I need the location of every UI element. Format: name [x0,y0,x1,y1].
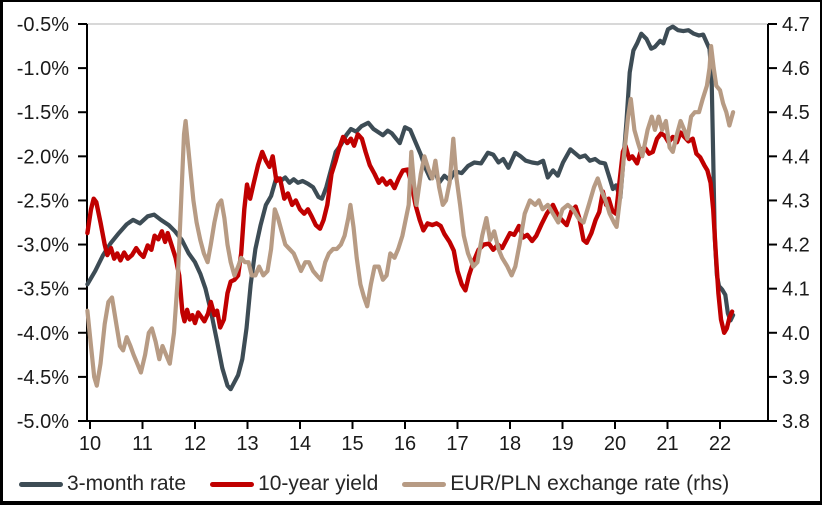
left-y-axis-tick-label: -5.0% [17,411,69,433]
x-axis-tick-label: 18 [499,433,521,455]
left-y-axis-tick-label: -2.5% [17,190,69,212]
legend-item-10-year-yield: 10-year yield [210,472,378,496]
right-y-axis-tick-label: 4.1 [782,279,810,301]
right-y-axis-tick-label: 4.3 [782,190,810,212]
left-y-axis-tick-label: -1.5% [17,102,69,124]
x-axis-tick-label: 17 [446,433,468,455]
right-y-axis-tick-label: 4.5 [782,102,810,124]
chart-legend: 3-month rate 10-year yield EUR/PLN excha… [19,472,729,496]
series-line-3-month-rate [85,24,736,392]
right-y-axis-tick-label: 4.4 [782,146,810,168]
legend-label-10-year-yield: 10-year yield [258,472,379,495]
right-y-axis-tick-label: 4.6 [782,58,810,80]
legend-label-3-month-rate: 3-month rate [67,472,187,495]
x-axis-tick-label: 21 [656,433,678,455]
left-y-axis-tick-label: -3.0% [17,235,69,257]
x-axis-tick-label: 20 [604,433,626,455]
left-y-axis-tick-label: -4.0% [17,323,69,345]
x-axis-tick-label: 14 [289,433,311,455]
x-axis-tick-label: 16 [394,433,416,455]
right-y-axis-tick-label: 4.2 [782,235,810,257]
x-axis-tick-label: 19 [551,433,573,455]
legend-label-eurpln: EUR/PLN exchange rate (rhs) [450,472,730,495]
left-y-axis-tick-label: -4.5% [17,367,69,389]
legend-item-eurpln: EUR/PLN exchange rate (rhs) [402,472,729,496]
x-axis-tick-label: 22 [709,433,731,455]
left-y-axis-tick-label: -3.5% [17,279,69,301]
legend-item-3-month-rate: 3-month rate [19,472,186,496]
legend-swatch-3-month-rate-icon [19,481,63,487]
right-y-axis-tick-label: 3.9 [782,367,810,389]
right-y-axis-tick-label: 4.7 [782,14,810,36]
right-y-axis-tick-label: 3.8 [782,411,810,433]
legend-swatch-eurpln-icon [402,481,447,487]
series-line-10-year-yield [85,130,735,335]
x-axis-tick-label: 15 [341,433,363,455]
left-y-axis-tick-label: -2.0% [17,146,69,168]
left-y-axis-tick-label: -1.0% [17,58,69,80]
x-axis-tick-label: 12 [184,433,206,455]
series-line-eur-pln-exchange-rate-rhs [85,43,736,388]
left-y-axis-tick-label: -0.5% [17,14,69,36]
x-axis-tick-label: 10 [79,433,101,455]
x-axis-tick-label: 11 [132,433,153,455]
right-y-axis-tick-label: 4.0 [782,323,810,345]
x-axis-tick-label: 13 [236,433,258,455]
chart-canvas: -0.5% -1.0% -1.5% -2.0% -2.5% -3.0% -3.5% -4.0%… [17,14,810,455]
legend-swatch-10-year-yield-icon [210,481,255,487]
